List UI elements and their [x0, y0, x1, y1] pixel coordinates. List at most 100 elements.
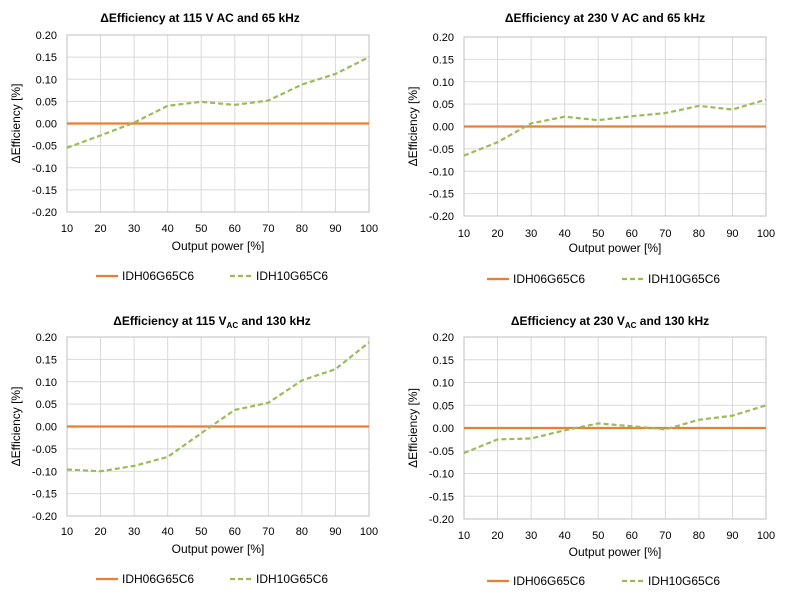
y-axis-label: ΔEfficiency [%] — [9, 387, 23, 467]
x-tick-label: 50 — [592, 228, 604, 240]
x-tick-label: 90 — [329, 223, 341, 235]
x-tick-label: 40 — [162, 223, 174, 235]
x-tick-label: 80 — [296, 223, 308, 235]
legend-label: IDH06G65C6 — [513, 272, 585, 286]
x-tick-label: 30 — [525, 228, 537, 240]
x-tick-label: 70 — [262, 223, 274, 235]
x-tick-label: 50 — [195, 526, 207, 538]
x-tick-label: 10 — [458, 530, 470, 542]
x-tick-label: 20 — [94, 526, 106, 538]
y-tick-label: -0.20 — [429, 514, 454, 526]
x-tick-label: 30 — [525, 530, 537, 542]
y-axis-label: ΔEfficiency [%] — [9, 84, 23, 164]
chart-title: ΔEfficiency at 115 V AC and 65 kHz — [100, 11, 300, 25]
x-tick-label: 40 — [559, 530, 571, 542]
legend-label: IDH10G65C6 — [256, 269, 328, 283]
series-line-idh10g65c6 — [66, 56, 370, 149]
y-tick-label: 0.15 — [36, 52, 57, 64]
series-line-idh10g65c6 — [463, 404, 767, 455]
chart-title: ΔEfficiency at 115 VAC and 130 kHz — [113, 314, 311, 330]
y-tick-label: -0.05 — [429, 446, 454, 458]
y-tick-label: 0.10 — [433, 77, 454, 89]
legend-label: IDH10G65C6 — [256, 572, 328, 586]
chart-title: ΔEfficiency at 230 VAC and 130 kHz — [511, 314, 709, 330]
x-tick-label: 90 — [329, 526, 341, 538]
chart-title: ΔEfficiency at 230 V AC and 65 kHz — [505, 11, 705, 25]
y-tick-label: -0.20 — [32, 511, 57, 523]
x-axis-label: Output power [%] — [569, 241, 662, 255]
x-tick-label: 40 — [162, 526, 174, 538]
x-tick-label: 60 — [229, 526, 241, 538]
x-tick-label: 20 — [491, 530, 503, 542]
y-tick-label: 0.15 — [433, 355, 454, 367]
x-tick-label: 80 — [693, 530, 705, 542]
y-tick-label: -0.10 — [429, 166, 454, 178]
chart-panel-4: 0.20 0.15 0.10 0.05 0.00 -0.05 -0.10 -0.15 -0.20… — [406, 314, 775, 588]
y-tick-label: 0.05 — [36, 96, 57, 108]
y-tick-label: 0.10 — [36, 74, 57, 86]
x-tick-label: 80 — [693, 228, 705, 240]
x-tick-label: 30 — [128, 223, 140, 235]
x-tick-label: 60 — [626, 530, 638, 542]
y-tick-label: -0.05 — [32, 141, 57, 153]
y-axis-label: ΔEfficiency [%] — [406, 388, 420, 468]
legend-label: IDH10G65C6 — [648, 574, 720, 588]
x-tick-label: 50 — [195, 223, 207, 235]
y-tick-label: -0.10 — [32, 163, 57, 175]
y-tick-label: -0.05 — [429, 144, 454, 156]
legend-label: IDH10G65C6 — [648, 272, 720, 286]
y-tick-label: 0.10 — [36, 377, 57, 389]
x-tick-label: 10 — [458, 228, 470, 240]
y-tick-label: -0.15 — [32, 185, 57, 197]
x-tick-label: 10 — [61, 526, 73, 538]
x-tick-label: 100 — [360, 526, 378, 538]
x-tick-label: 20 — [491, 228, 503, 240]
y-tick-label: 0.20 — [433, 332, 454, 344]
chart-panel-1: 0.20 0.15 0.10 0.05 0.00 -0.05 -0.10 -0.15 -0.20… — [9, 11, 378, 283]
x-tick-label: 60 — [229, 223, 241, 235]
x-axis-label: Output power [%] — [172, 239, 265, 253]
x-tick-label: 80 — [296, 526, 308, 538]
series-line-idh10g65c6 — [66, 341, 370, 473]
y-tick-label: 0.05 — [433, 400, 454, 412]
y-tick-label: 0.20 — [36, 30, 57, 42]
y-tick-label: 0.00 — [36, 119, 57, 131]
x-tick-label: 30 — [128, 526, 140, 538]
y-tick-label: 0.05 — [36, 399, 57, 411]
y-tick-label: -0.15 — [32, 489, 57, 501]
series-line-idh10g65c6 — [463, 98, 767, 157]
x-tick-label: 100 — [757, 228, 775, 240]
y-tick-label: 0.05 — [433, 99, 454, 111]
y-tick-label: 0.00 — [433, 423, 454, 435]
y-tick-label: -0.20 — [429, 211, 454, 223]
x-tick-label: 60 — [626, 228, 638, 240]
y-tick-label: -0.10 — [32, 466, 57, 478]
chart-panel-2: 0.20 0.15 0.10 0.05 0.00 -0.05 -0.10 -0.15 -0.20… — [406, 11, 775, 286]
x-tick-label: 20 — [94, 223, 106, 235]
x-tick-label: 100 — [360, 223, 378, 235]
y-tick-label: -0.05 — [32, 444, 57, 456]
y-tick-label: -0.10 — [429, 469, 454, 481]
x-tick-label: 90 — [726, 530, 738, 542]
y-tick-label: -0.15 — [429, 491, 454, 503]
x-tick-label: 90 — [726, 228, 738, 240]
y-tick-label: 0.10 — [433, 378, 454, 390]
x-tick-label: 70 — [659, 530, 671, 542]
y-tick-label: 0.20 — [36, 332, 57, 344]
x-axis-label: Output power [%] — [172, 542, 265, 556]
legend-label: IDH06G65C6 — [513, 574, 585, 588]
x-tick-label: 100 — [757, 530, 775, 542]
y-tick-label: 0.15 — [36, 354, 57, 366]
x-tick-label: 70 — [262, 526, 274, 538]
x-axis-label: Output power [%] — [569, 545, 662, 559]
y-tick-label: 0.15 — [433, 54, 454, 66]
y-tick-label: -0.15 — [429, 189, 454, 201]
chart-panel-3: 0.20 0.15 0.10 0.05 0.00 -0.05 -0.10 -0.15 -0.20… — [9, 314, 378, 586]
legend-label: IDH06G65C6 — [122, 269, 194, 283]
y-axis-label: ΔEfficiency [%] — [406, 87, 420, 167]
y-tick-label: -0.20 — [32, 207, 57, 219]
y-tick-label: 0.00 — [36, 422, 57, 434]
y-tick-label: 0.20 — [433, 32, 454, 44]
x-tick-label: 40 — [559, 228, 571, 240]
